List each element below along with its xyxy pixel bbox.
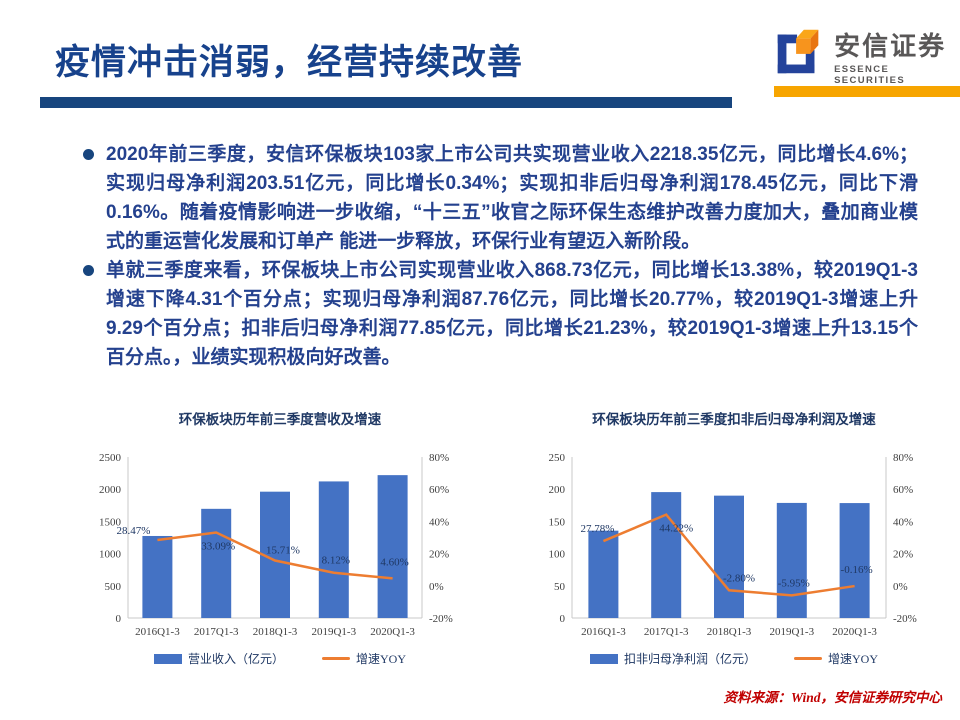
bullet-item: 2020年前三季度，安信环保板块103家上市公司共实现营业收入2218.35亿元…	[80, 140, 918, 256]
y-tick-right: 60%	[893, 484, 913, 496]
x-tick: 2018Q1-3	[707, 626, 752, 638]
y-tick-left: 250	[549, 452, 566, 464]
bar	[377, 475, 408, 618]
title-underline-bar	[40, 97, 732, 108]
y-tick-left: 1000	[99, 549, 122, 561]
bullet-dot-icon	[83, 149, 94, 160]
y-tick-right: 40%	[429, 516, 449, 528]
x-tick: 2016Q1-3	[135, 626, 180, 638]
x-tick: 2018Q1-3	[253, 626, 298, 638]
data-label: -0.16%	[841, 564, 873, 576]
chart-title: 环保板块历年前三季度扣非后归母净利润及增速	[592, 412, 876, 427]
y-tick-right: 20%	[429, 549, 449, 561]
bar	[588, 530, 619, 618]
data-label: -2.80%	[723, 572, 755, 584]
x-tick: 2017Q1-3	[644, 626, 689, 638]
x-tick: 2017Q1-3	[194, 626, 239, 638]
page-title: 疫情冲击消弱，经营持续改善	[55, 43, 524, 82]
y-tick-right: -20%	[893, 613, 917, 625]
y-tick-left: 150	[549, 516, 566, 528]
logo-underline-bar	[774, 86, 960, 97]
legend-item: 营业收入（亿元）	[153, 650, 284, 667]
bar	[318, 481, 349, 618]
legend-label: 增速YOY	[356, 652, 406, 666]
x-tick: 2016Q1-3	[581, 626, 626, 638]
bullet-text: 2020年前三季度，安信环保板块103家上市公司共实现营业收入2218.35亿元…	[106, 144, 918, 252]
y-tick-right: 40%	[893, 516, 913, 528]
y-tick-left: 100	[549, 549, 566, 561]
bar	[776, 502, 807, 618]
data-label: 4.60%	[380, 556, 408, 568]
x-tick: 2019Q1-3	[769, 626, 814, 638]
legend-item: 扣非归母净利润（亿元）	[589, 650, 756, 667]
y-tick-left: 200	[549, 484, 566, 496]
profit-chart-canvas: 250 200 150 100 50 0 80% 60% 40% 20% 0% -20% 2016Q1-…	[549, 452, 917, 638]
bar	[142, 535, 173, 618]
y-tick-left: 0	[560, 613, 566, 625]
bullet-dot-icon	[83, 265, 94, 276]
y-tick-right: 0%	[893, 581, 908, 593]
legend-label: 扣非归母净利润（亿元）	[623, 652, 756, 666]
x-tick: 2020Q1-3	[370, 626, 415, 638]
y-tick-left: 2000	[99, 484, 122, 496]
data-label: 8.12%	[322, 555, 350, 567]
trend-line	[602, 513, 855, 597]
bar	[201, 508, 232, 618]
data-label: 44.22%	[659, 523, 693, 535]
y-tick-right: 80%	[429, 452, 449, 464]
brand-text: 安信证券 ESSENCE SECURITIES	[834, 24, 960, 86]
data-label: 27.78%	[580, 523, 614, 535]
legend-item: 增速YOY	[322, 650, 406, 667]
bullet-item: 单就三季度来看，环保板块上市公司实现营业收入868.73亿元，同比增长13.38…	[80, 256, 918, 372]
bar	[839, 503, 870, 618]
bar-swatch-icon	[589, 653, 618, 664]
bar	[651, 492, 682, 618]
brand-name: 安信证券	[834, 31, 947, 61]
y-tick-left: 500	[105, 581, 122, 593]
chart-legend: 营业收入（亿元） 增速YOY	[84, 650, 476, 667]
bar	[714, 495, 744, 618]
data-label: 15.71%	[266, 545, 300, 557]
trend-line	[157, 531, 393, 580]
legend-item: 增速YOY	[794, 650, 878, 667]
y-tick-right: 20%	[893, 549, 913, 561]
y-tick-right: 60%	[429, 484, 449, 496]
line-swatch-icon	[794, 657, 822, 660]
data-label: -5.95%	[778, 577, 810, 589]
x-tick: 2020Q1-3	[832, 626, 877, 638]
y-tick-left: 2500	[99, 452, 122, 464]
brand-logo: 安信证券 ESSENCE SECURITIES	[770, 24, 960, 86]
y-tick-left: 50	[554, 581, 566, 593]
x-tick: 2019Q1-3	[311, 626, 356, 638]
brand-logo-icon	[777, 29, 819, 74]
data-label: 28.47%	[116, 525, 150, 537]
y-tick-right: 0%	[429, 581, 444, 593]
profit-chart: 环保板块历年前三季度扣非后归母净利润及增速 250 200 150 100 50 0 80%…	[528, 408, 940, 667]
bullet-text: 单就三季度来看，环保板块上市公司实现营业收入868.73亿元，同比增长13.38…	[106, 260, 918, 368]
chart-legend: 扣非归母净利润（亿元） 增速YOY	[528, 650, 940, 667]
bar-swatch-icon	[153, 653, 182, 664]
source-note: 资料来源：Wind，安信证券研究中心	[723, 690, 942, 705]
revenue-chart: 环保板块历年前三季度营收及增速 2500 2000 1500 1000 500 0 80% 6…	[84, 408, 476, 667]
bullet-list: 2020年前三季度，安信环保板块103家上市公司共实现营业收入2218.35亿元…	[80, 140, 918, 372]
charts-row: 环保板块历年前三季度营收及增速 2500 2000 1500 1000 500 0 80% 6…	[84, 408, 940, 667]
y-tick-right: 80%	[893, 452, 913, 464]
legend-label: 营业收入（亿元）	[187, 652, 284, 666]
brand-subtitle: ESSENCE SECURITIES	[834, 63, 906, 86]
y-tick-right: -20%	[429, 613, 453, 625]
data-label: 33.09%	[201, 541, 235, 553]
revenue-chart-canvas: 2500 2000 1500 1000 500 0 80% 60% 40% 20% 0% -20% 20…	[99, 452, 453, 638]
y-tick-left: 0	[116, 613, 122, 625]
chart-title: 环保板块历年前三季度营收及增速	[178, 412, 382, 427]
legend-label: 增速YOY	[828, 652, 878, 666]
line-swatch-icon	[322, 657, 350, 660]
y-tick-left: 1500	[99, 516, 122, 528]
